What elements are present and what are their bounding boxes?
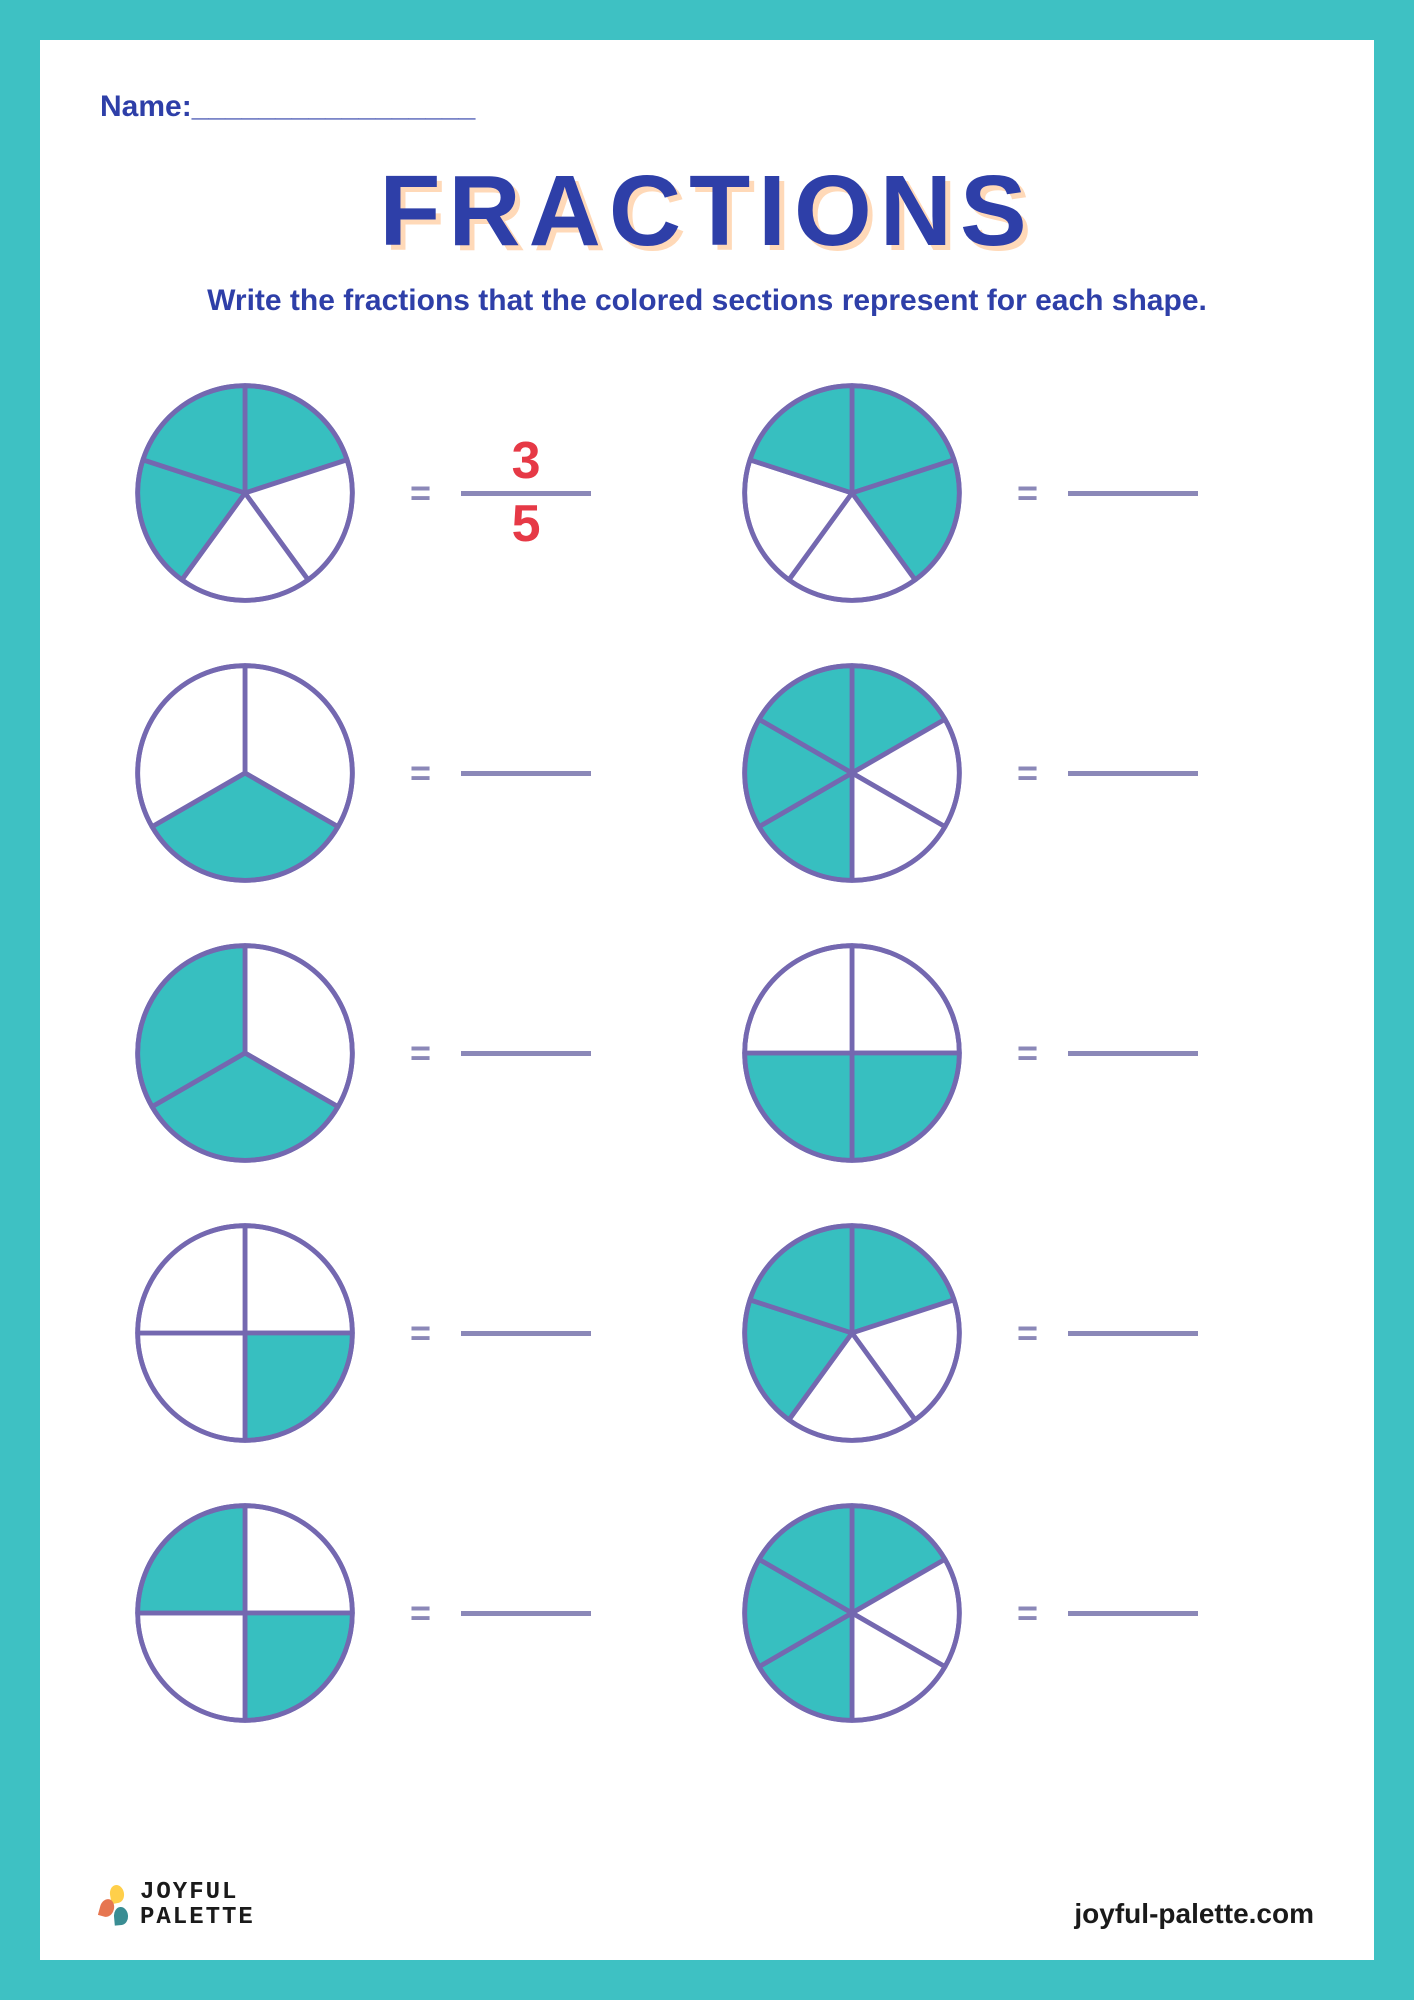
logo-line-1: JOYFUL (140, 1880, 255, 1905)
problem-row: = (130, 938, 677, 1168)
answer-slot[interactable] (461, 771, 591, 776)
name-blank: _________________ (192, 90, 476, 123)
instructions-text: Write the fractions that the colored sec… (100, 284, 1314, 318)
answer-slot[interactable] (461, 1331, 591, 1336)
blank-line (1068, 771, 1198, 776)
blank-line (1068, 1611, 1198, 1616)
fraction-circle (737, 1218, 967, 1448)
problem-row: = (737, 1218, 1284, 1448)
equals-sign: = (1017, 1032, 1038, 1074)
fraction-circle (737, 938, 967, 1168)
numerator: 3 (512, 433, 541, 490)
problem-row: = (130, 1498, 677, 1728)
footer: JOYFUL PALETTE joyful-palette.com (100, 1880, 1314, 1930)
name-field-row[interactable]: Name:_________________ (100, 90, 1314, 124)
problem-row: =35 (130, 378, 677, 608)
problem-row: = (737, 938, 1284, 1168)
paint-icon (100, 1885, 130, 1925)
blank-line (461, 1051, 591, 1056)
denominator: 5 (512, 496, 541, 553)
title-block: FRACTIONS (100, 154, 1314, 269)
answer-slot[interactable] (461, 1611, 591, 1616)
site-url: joyful-palette.com (1074, 1898, 1314, 1930)
equals-sign: = (1017, 472, 1038, 514)
problem-row: = (737, 378, 1284, 608)
fraction-circle (737, 378, 967, 608)
equals-sign: = (410, 1032, 431, 1074)
fraction-circle (130, 938, 360, 1168)
page-title: FRACTIONS (379, 154, 1034, 269)
answer-slot[interactable]: 35 (461, 433, 591, 552)
problem-row: = (130, 658, 677, 888)
blank-line (1068, 491, 1198, 496)
blank-line (461, 1611, 591, 1616)
equals-sign: = (410, 1312, 431, 1354)
blank-line (461, 1331, 591, 1336)
fraction-circle (130, 1218, 360, 1448)
answer-slot[interactable] (1068, 1331, 1198, 1336)
fraction-circle (737, 1498, 967, 1728)
blank-line (461, 771, 591, 776)
problem-row: = (737, 1498, 1284, 1728)
blank-line (1068, 1051, 1198, 1056)
logo-text: JOYFUL PALETTE (140, 1880, 255, 1930)
problem-row: = (130, 1218, 677, 1448)
logo-line-2: PALETTE (140, 1905, 255, 1930)
answer-slot[interactable] (1068, 771, 1198, 776)
fraction-circle (130, 1498, 360, 1728)
equals-sign: = (410, 1592, 431, 1634)
worksheet-page: Name:_________________ FRACTIONS Write t… (40, 40, 1374, 1960)
answer-slot[interactable] (1068, 491, 1198, 496)
fraction-circle (130, 658, 360, 888)
problem-row: = (737, 658, 1284, 888)
answer-slot[interactable] (461, 1051, 591, 1056)
fraction-circle (130, 378, 360, 608)
brand-logo: JOYFUL PALETTE (100, 1880, 255, 1930)
equals-sign: = (1017, 1312, 1038, 1354)
equals-sign: = (410, 472, 431, 514)
equals-sign: = (1017, 1592, 1038, 1634)
blank-line (1068, 1331, 1198, 1336)
name-label: Name: (100, 90, 192, 123)
answer-slot[interactable] (1068, 1051, 1198, 1056)
answer-slot[interactable] (1068, 1611, 1198, 1616)
problems-grid: =35========= (100, 378, 1314, 1728)
fraction-circle (737, 658, 967, 888)
equals-sign: = (410, 752, 431, 794)
equals-sign: = (1017, 752, 1038, 794)
